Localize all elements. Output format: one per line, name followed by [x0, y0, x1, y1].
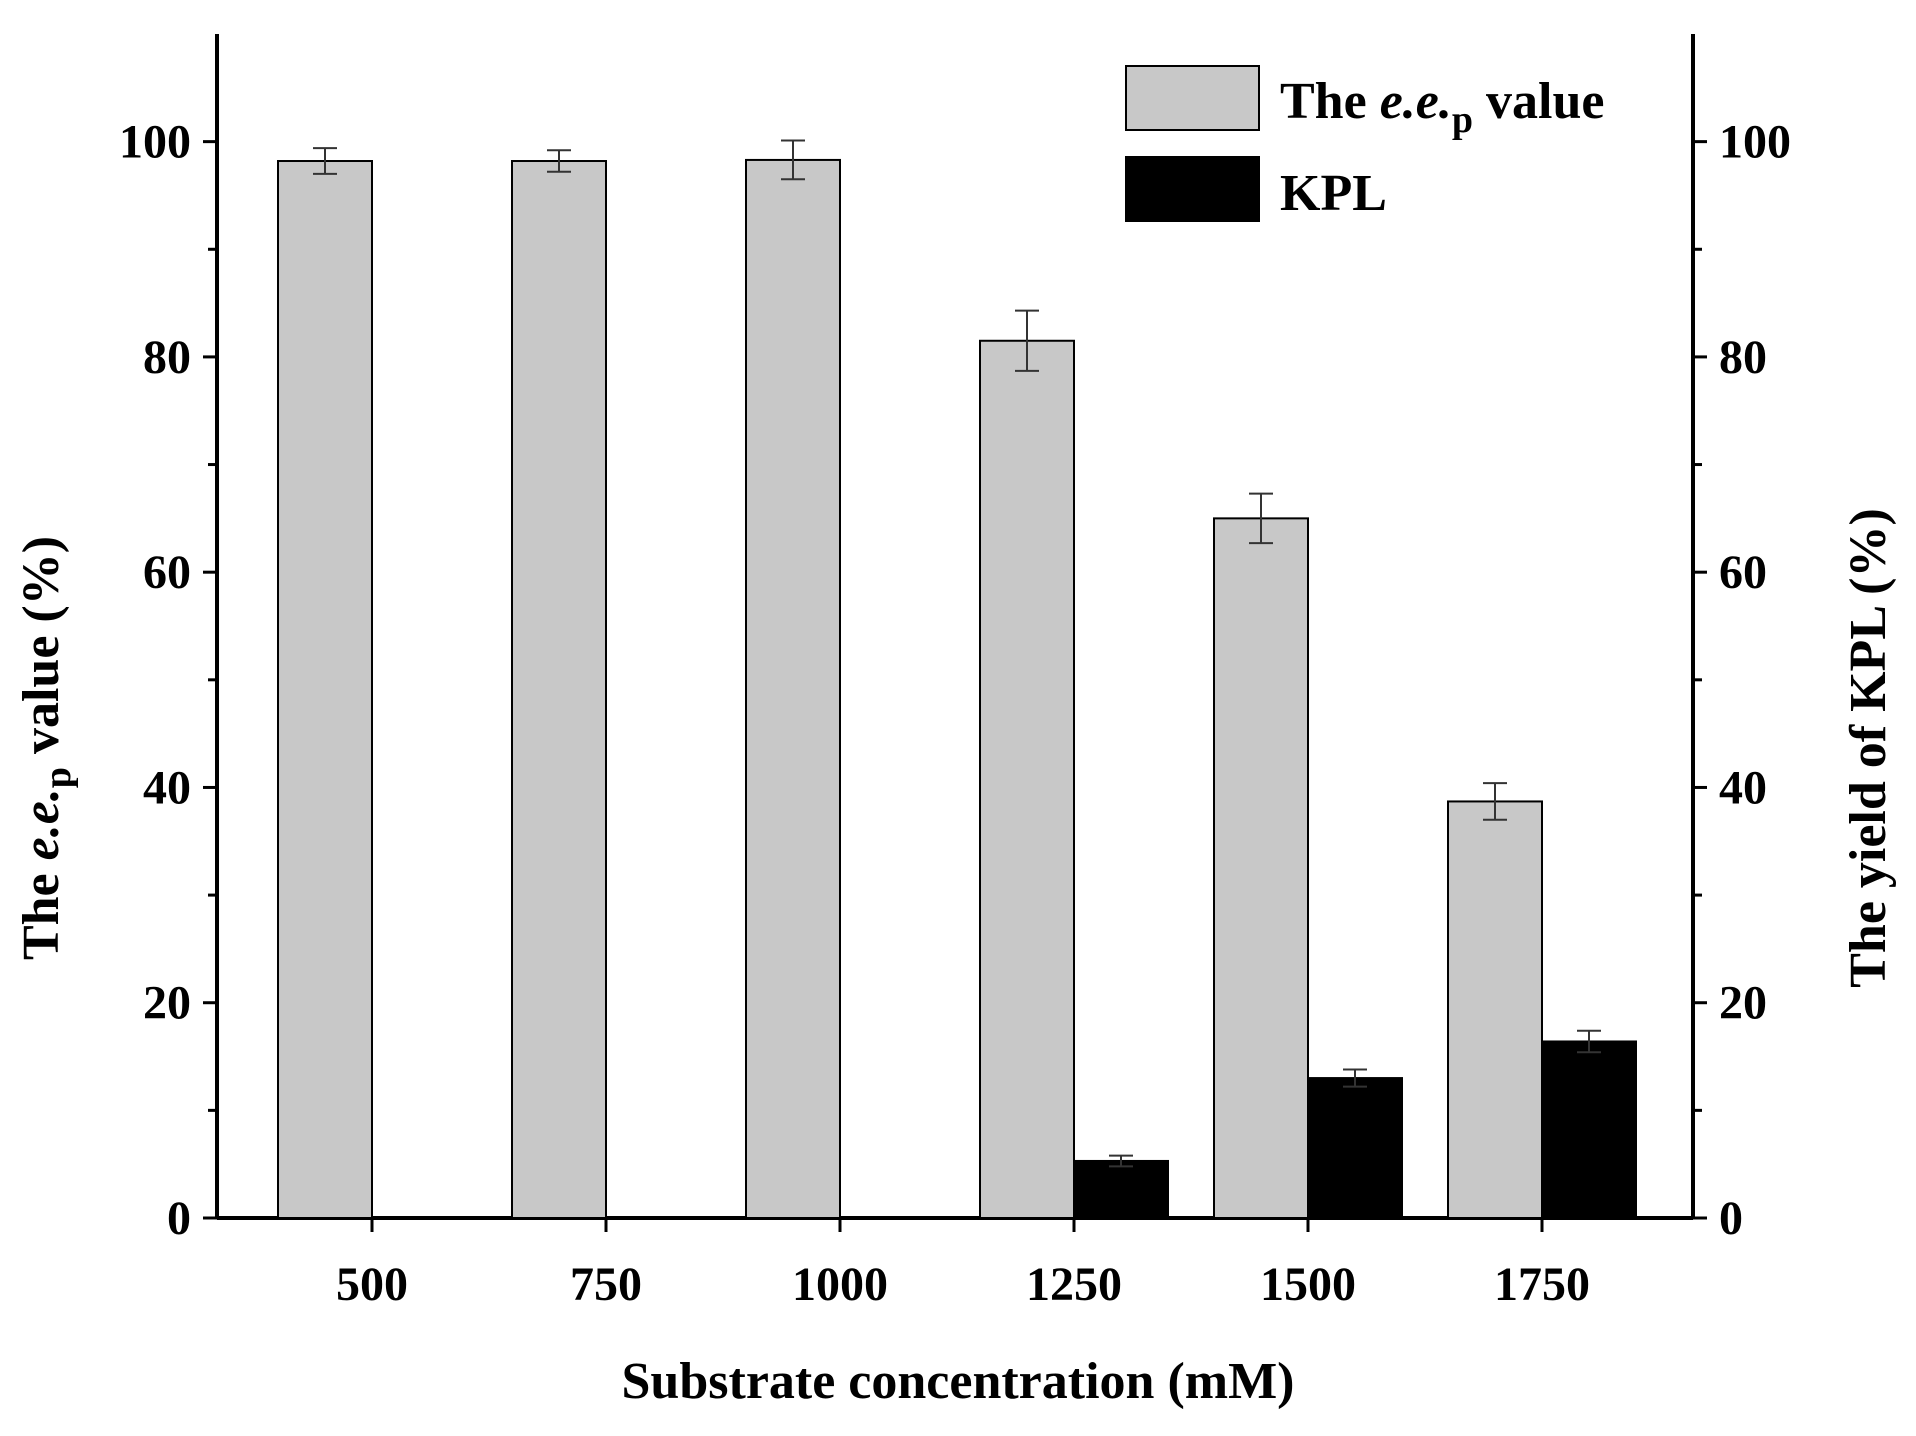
x-tick-label-1500: 1500	[1260, 1258, 1356, 1311]
y-right-tick-label: 60	[1719, 546, 1767, 599]
legend-label-kpl: KPL	[1280, 165, 1387, 222]
legend-ee-italic: e.e.	[1380, 73, 1452, 130]
bar-ee-1000	[745, 158, 841, 1219]
bar-ee-1250	[979, 339, 1075, 1220]
y-left-tick-label: 20	[143, 977, 191, 1030]
legend-swatch-ee	[1125, 65, 1260, 131]
y-right-tick-label: 100	[1719, 116, 1791, 169]
y-left-tick-label: 80	[143, 331, 191, 384]
x-tick-label-1750: 1750	[1494, 1258, 1590, 1311]
y-left-tick-label: 60	[143, 546, 191, 599]
bar-kpl-1500	[1307, 1077, 1403, 1220]
y-right-tick-label: 20	[1719, 977, 1767, 1030]
legend-ee-suffix: value	[1473, 73, 1604, 130]
y-axis-left-title: The e.e.p value (%)	[13, 536, 79, 960]
y-left-tick-label: 100	[119, 116, 191, 169]
legend-ee-prefix: The	[1280, 73, 1380, 130]
y-left-tick-label: 0	[167, 1192, 191, 1245]
x-tick-label-500: 500	[336, 1258, 408, 1311]
bar-kpl-1250	[1073, 1159, 1169, 1220]
bar-kpl-1750	[1541, 1040, 1637, 1219]
y-axis-right-title: The yield of KPL (%)	[1840, 508, 1897, 988]
x-tick-label-1000: 1000	[792, 1258, 888, 1311]
y-left-title-suffix: value (%)	[13, 536, 70, 767]
y-left-title-sub: p	[37, 767, 79, 788]
y-right-tick-label: 80	[1719, 331, 1767, 384]
plot-area: 0 0 20 20 40 40 60 60 80 80 100 100 500 750 1000 1250 15…	[119, 34, 1791, 1311]
bar-ee-500	[277, 160, 373, 1220]
y-left-title-prefix: The	[13, 860, 70, 960]
legend: The e.e.p value KPL	[1125, 65, 1604, 222]
bar-ee-1750	[1447, 800, 1543, 1219]
legend-swatch-kpl	[1125, 156, 1260, 222]
legend-label-ee: The e.e.p value	[1280, 73, 1604, 141]
x-axis-title: Substrate concentration (mM)	[622, 1353, 1295, 1410]
bar-ee-750	[511, 160, 607, 1220]
x-tick-label-750: 750	[570, 1258, 642, 1311]
bar-ee-1500	[1213, 517, 1309, 1219]
x-tick-label-1250: 1250	[1026, 1258, 1122, 1311]
legend-ee-sub: p	[1452, 99, 1473, 141]
y-left-tick-label: 40	[143, 761, 191, 814]
y-left-title-italic: e.e.	[13, 788, 70, 860]
y-right-tick-label: 0	[1719, 1192, 1743, 1245]
y-right-tick-label: 40	[1719, 761, 1767, 814]
